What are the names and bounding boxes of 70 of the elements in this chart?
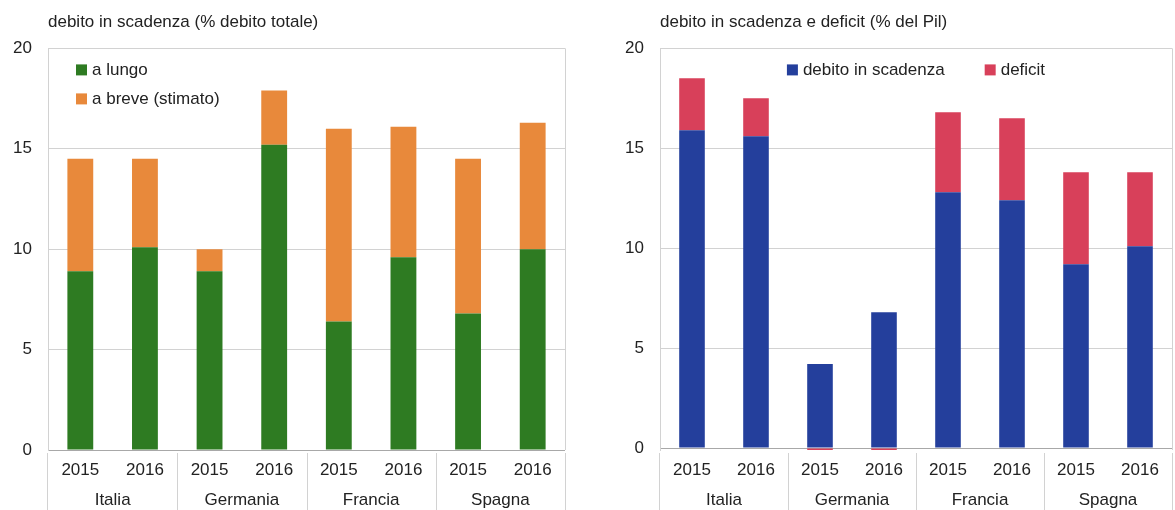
x-tick-label: 2015 <box>929 459 967 479</box>
legend-label: a lungo <box>92 59 148 79</box>
bar <box>196 249 223 272</box>
text: Italia <box>94 489 132 509</box>
x-tick-label: 2016 <box>737 459 775 479</box>
bar <box>1127 246 1153 448</box>
text: Spagna <box>1078 489 1138 509</box>
bar <box>935 112 961 193</box>
bar <box>679 130 705 448</box>
x-tick-label: 2016 <box>865 459 903 479</box>
text: Francia <box>342 489 401 509</box>
legend-label: a breve (stimato) <box>92 88 220 108</box>
x-tick-label: 2016 <box>1121 459 1159 479</box>
bar <box>132 247 158 450</box>
y-tick-label: 0 <box>634 437 644 457</box>
y-tick-label: 10 <box>625 237 644 257</box>
x-tick-label: 2016 <box>513 459 552 479</box>
chart-title: debito in scadenza e deficit (% del Pil) <box>660 11 948 31</box>
x-tick-label: 2015 <box>801 459 839 479</box>
x-tick-label: 2015 <box>319 459 358 479</box>
y-tick-label: 20 <box>625 38 644 58</box>
text: Spagna <box>471 489 531 509</box>
x-tick-label: 2016 <box>384 459 423 479</box>
chart-title: debito in scadenza (% debito totale) <box>48 11 319 31</box>
x-tick-label: 2016 <box>126 459 164 479</box>
bar <box>455 313 481 450</box>
bar <box>390 257 417 450</box>
bar <box>1063 172 1089 265</box>
legend-label: deficit <box>1000 59 1046 79</box>
x-tick-label: 2015 <box>190 459 229 479</box>
x-tick-label: 2015 <box>1057 459 1095 479</box>
bar <box>999 118 1025 201</box>
bar <box>325 321 352 450</box>
y-tick-label: 15 <box>625 137 644 157</box>
text: Germania <box>814 489 890 509</box>
y-tick-label: 10 <box>13 238 32 258</box>
bar <box>743 98 769 137</box>
x-tick-label: 2015 <box>61 459 100 479</box>
bar <box>743 136 769 448</box>
bar <box>999 200 1025 448</box>
bar <box>519 122 546 250</box>
bar <box>1063 264 1089 448</box>
x-tick-label: 2016 <box>255 459 294 479</box>
bar <box>1127 172 1153 247</box>
text: Germania <box>204 489 280 509</box>
bar <box>325 128 352 322</box>
y-tick-label: 0 <box>22 439 32 459</box>
bar <box>132 158 158 248</box>
legend-label: debito in scadenza <box>802 59 946 79</box>
bar <box>67 158 94 272</box>
bar <box>679 78 705 131</box>
text: Francia <box>951 489 1009 509</box>
bar <box>196 271 223 450</box>
y-tick-label: 5 <box>22 339 32 359</box>
bar <box>807 364 833 448</box>
bar <box>871 312 897 448</box>
text: Italia <box>706 489 743 509</box>
bar <box>390 126 417 258</box>
bar <box>261 90 288 145</box>
y-tick-label: 20 <box>13 38 32 58</box>
bar <box>67 271 94 450</box>
x-tick-label: 2015 <box>673 459 711 479</box>
bar <box>519 249 546 450</box>
y-tick-label: 5 <box>634 337 644 357</box>
bar <box>261 144 288 450</box>
y-tick-label: 15 <box>13 138 32 158</box>
bar <box>935 192 961 448</box>
x-tick-label: 2015 <box>449 459 487 479</box>
bar <box>455 158 481 314</box>
x-tick-label: 2016 <box>993 459 1031 479</box>
